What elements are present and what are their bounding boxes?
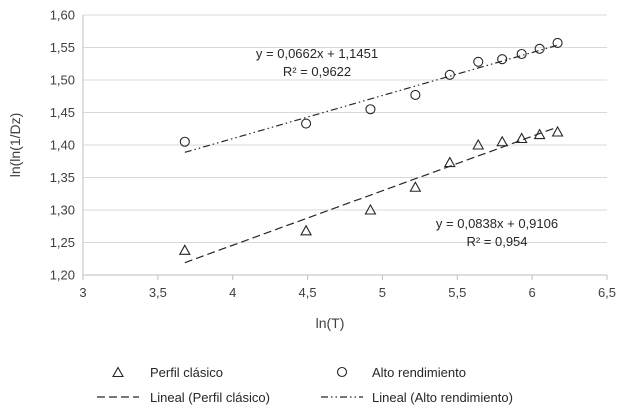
legend-item-lineal-perfil: Lineal (Perfil clásico) <box>97 390 270 405</box>
x-tick-label: 5,5 <box>448 285 466 300</box>
data-point-perfil-clasico <box>178 244 191 255</box>
data-point-alto-rendimiento <box>444 69 455 80</box>
legend-label-alto-rendimiento: Alto rendimiento <box>372 365 466 380</box>
data-point-alto-rendimiento <box>410 89 421 100</box>
data-point-perfil-clasico <box>533 128 546 140</box>
data-point-alto-rendimiento <box>179 136 190 147</box>
y-tick-label: 1,25 <box>50 235 75 250</box>
axes <box>82 15 608 280</box>
legend-item-alto-rendimiento: Alto rendimiento <box>336 365 466 380</box>
data-point-alto-rendimiento <box>473 56 484 67</box>
data-point-perfil-clasico <box>496 135 509 147</box>
trendline-equation-alto: y = 0,0662x + 1,1451 <box>256 46 378 61</box>
x-tick-label: 4 <box>229 285 236 300</box>
data-point-alto-rendimiento <box>497 54 508 65</box>
y-tick-label: 1,35 <box>50 170 75 185</box>
y-tick-label: 1,45 <box>50 105 75 120</box>
trendline-equation-perfil: y = 0,0838x + 0,9106 <box>436 216 558 231</box>
trendlines <box>184 44 558 264</box>
data-point-perfil-clasico <box>300 224 313 236</box>
data-point-perfil-clasico <box>409 181 422 192</box>
legend-label-lineal-perfil: Lineal (Perfil clásico) <box>150 390 270 405</box>
y-tick-label: 1,55 <box>50 40 75 55</box>
x-tick-label: 5 <box>379 285 386 300</box>
data-point-alto-rendimiento <box>516 48 527 60</box>
x-tick-label: 6,5 <box>598 285 616 300</box>
legend-circle-marker <box>336 366 348 378</box>
data-point-alto-rendimiento <box>301 118 312 129</box>
x-tick-label: 6 <box>529 285 536 300</box>
data-point-alto-rendimiento <box>365 104 376 115</box>
legend-label-lineal-alto: Lineal (Alto rendimiento) <box>372 390 513 405</box>
y-tick-label: 1,50 <box>50 73 75 88</box>
tick-labels: 1,20 1,25 1,30 1,35 1,40 1,45 1,50 1,55 1,60 3 3,5… <box>50 8 616 301</box>
gridlines <box>83 14 607 243</box>
x-tick-label: 3 <box>79 285 86 300</box>
y-tick-label: 1,40 <box>50 138 75 153</box>
trendline-perfil-clasico <box>184 126 558 264</box>
trendline-alto-rendimiento <box>184 44 558 153</box>
data-point-alto-rendimiento <box>552 37 563 49</box>
data-point-alto-rendimiento <box>534 43 545 54</box>
legend-item-perfil-clasico: Perfil clásico <box>112 365 223 380</box>
legend: Perfil clásico Alto rendimiento Lineal (… <box>97 365 513 405</box>
x-tick-label: 3,5 <box>149 285 167 300</box>
trendline-r2-alto: R² = 0,9622 <box>283 64 351 79</box>
data-point-perfil-clasico <box>551 125 564 137</box>
y-tick-label: 1,60 <box>50 8 75 23</box>
legend-label-perfil-clasico: Perfil clásico <box>150 365 223 380</box>
data-point-perfil-clasico <box>472 138 485 150</box>
trendline-r2-perfil: R² = 0,954 <box>466 234 527 249</box>
data-points <box>178 37 564 255</box>
x-axis-title: ln(T) <box>316 315 345 331</box>
legend-triangle-marker <box>112 366 124 378</box>
y-tick-label: 1,30 <box>50 203 75 218</box>
y-tick-label: 1,20 <box>50 268 75 283</box>
data-point-perfil-clasico <box>515 132 528 144</box>
legend-item-lineal-alto: Lineal (Alto rendimiento) <box>321 390 513 405</box>
data-point-perfil-clasico <box>443 156 456 168</box>
y-axis-title: ln(ln(1/Dz) <box>7 113 23 178</box>
x-tick-label: 4,5 <box>299 285 317 300</box>
data-point-perfil-clasico <box>364 203 377 215</box>
